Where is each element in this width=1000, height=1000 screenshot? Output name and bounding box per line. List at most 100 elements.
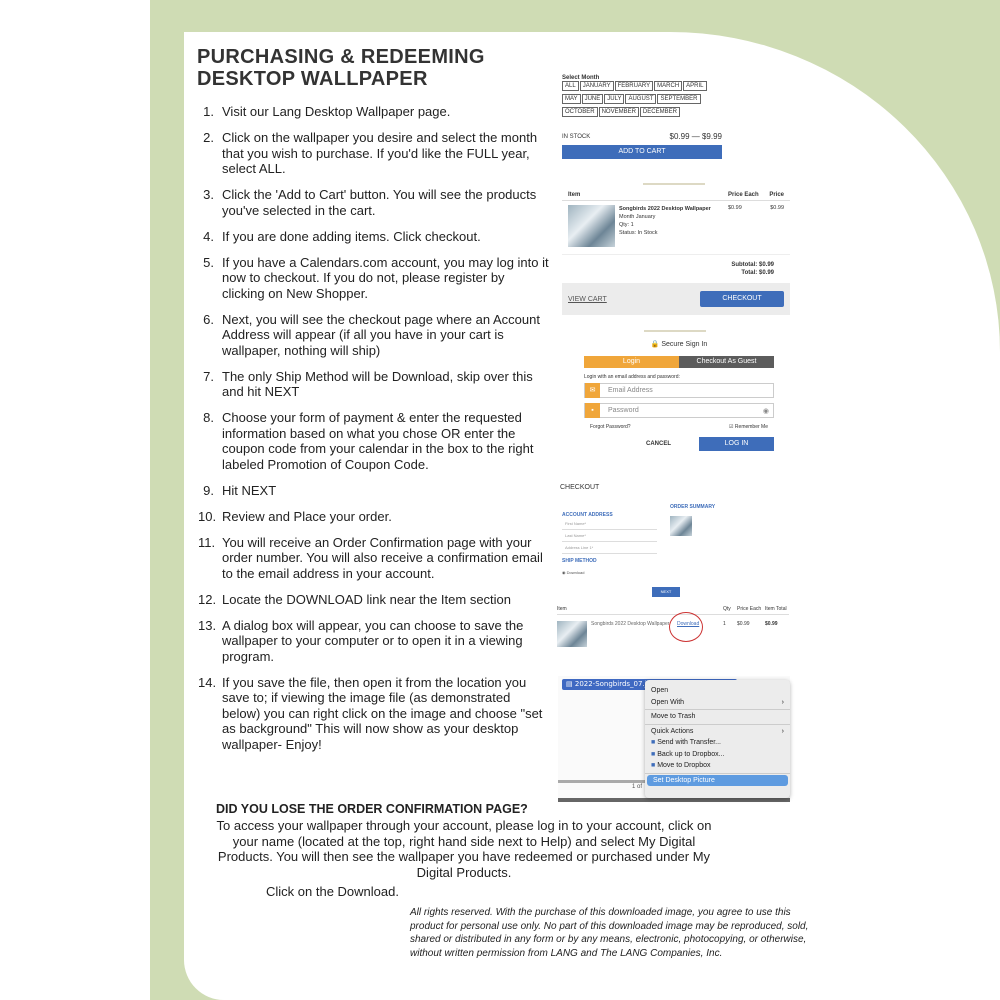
subtotal-label: Subtotal:: [731, 262, 758, 268]
order-each: $0.99: [737, 621, 750, 627]
checkout-button[interactable]: CHECKOUT: [700, 291, 784, 307]
month-button[interactable]: NOVEMBER: [598, 107, 639, 117]
step-number: 4.: [203, 228, 214, 244]
col-item: Item: [568, 192, 581, 198]
view-cart-link[interactable]: VIEW CART: [568, 295, 607, 303]
last-name-field[interactable]: Last Name*: [562, 530, 657, 542]
menu-move-dropbox[interactable]: ■ Move to Dropbox: [645, 760, 790, 772]
step-number: 3.: [203, 187, 214, 202]
checkout-title: CHECKOUT: [560, 484, 600, 491]
step-text: Click on the wallpaper you desire and se…: [222, 130, 538, 176]
step-item: 2. Click on the wallpaper you desire and …: [198, 130, 550, 177]
month-button[interactable]: DECEMBER: [639, 107, 680, 117]
month-button[interactable]: SEPTEMBER: [657, 94, 701, 104]
download-option: Download: [566, 570, 585, 575]
wallpaper-thumbnail: [568, 205, 615, 247]
menu-label: Send with Transfer...: [657, 739, 721, 746]
remember-checkbox[interactable]: ☑: [729, 424, 734, 430]
item-month: Month January: [619, 214, 656, 220]
col-total: Item Total: [765, 606, 787, 612]
menu-backup-dropbox[interactable]: ■ Back up to Dropbox...: [645, 749, 790, 761]
order-thumbnail: [557, 621, 587, 647]
step-item: 5. If you have a Calendars.com account, y…: [198, 255, 550, 302]
step-number: 10.: [198, 508, 217, 524]
chevron-right-icon: ›: [781, 698, 784, 706]
col-item: Item: [557, 606, 567, 612]
file-name: 2022-Songbirds_07.jpg: [574, 680, 656, 688]
step-item: 9. Hit NEXT: [198, 483, 550, 499]
step-item: 14. If you save the file, then open it fr…: [198, 675, 550, 753]
next-button[interactable]: NEXT: [652, 587, 680, 597]
eye-icon[interactable]: ◉: [762, 407, 769, 415]
legal-notice: All rights reserved. With the purchase o…: [410, 907, 809, 959]
step-number: 13.: [198, 617, 217, 633]
step-item: 7. The only Ship Method will be Download,…: [198, 369, 550, 400]
password-placeholder: Password: [608, 407, 639, 414]
cancel-button[interactable]: CANCEL: [646, 441, 671, 447]
step-text: You will receive an Order Confirmation p…: [222, 534, 543, 581]
click-download: Click on the Download.: [266, 884, 399, 899]
step-item: 4. If you are done adding items. Click ch…: [198, 229, 550, 245]
email-field[interactable]: ✉ Email Address: [584, 383, 774, 398]
page: [184, 32, 1000, 1000]
step-number: 8.: [203, 410, 214, 425]
step-number: 12.: [198, 591, 217, 607]
month-button[interactable]: FEBRUARY: [614, 81, 654, 91]
steps-list: 1. Visit our Lang Desktop Wallpaper page.…: [198, 104, 550, 763]
menu-open[interactable]: Open: [651, 687, 669, 694]
order-qty: 1: [723, 621, 726, 627]
step-number: 5.: [203, 254, 214, 270]
tab-guest[interactable]: Checkout As Guest: [679, 356, 774, 368]
password-field[interactable]: ▪ Password ◉: [584, 403, 774, 418]
step-text: Review and Place your order.: [222, 508, 392, 524]
scrollbar: [558, 798, 790, 802]
price-range: $0.99 — $9.99: [669, 132, 722, 141]
separator: [645, 772, 790, 774]
menu-label: Back up to Dropbox...: [657, 750, 725, 758]
step-item: 1. Visit our Lang Desktop Wallpaper page.: [198, 104, 550, 120]
menu-send-transfer[interactable]: ■ Send with Transfer...: [645, 737, 790, 749]
col-qty: Qty: [723, 606, 731, 612]
tab-login[interactable]: Login: [584, 356, 679, 368]
chevron-right-icon: ›: [781, 727, 784, 735]
first-name-field[interactable]: First Name*: [562, 518, 657, 530]
month-button[interactable]: MAY: [562, 94, 581, 104]
month-button[interactable]: JANUARY: [579, 81, 614, 91]
summary-thumbnail: [670, 516, 692, 536]
forgot-password-link[interactable]: Forgot Password?: [590, 424, 631, 430]
total: $0.99: [758, 270, 774, 276]
month-button[interactable]: ALL: [562, 81, 579, 91]
menu-quick-actions[interactable]: Quick Actions ›: [645, 726, 790, 738]
title-line: PURCHASING & REDEEMING: [197, 46, 485, 68]
download-link[interactable]: Download: [669, 612, 723, 655]
step-item: 10. Review and Place your order.: [198, 509, 550, 525]
month-button[interactable]: AUGUST: [625, 94, 657, 104]
add-to-cart-button[interactable]: ADD TO CART: [562, 145, 722, 159]
item-price: $0.99: [770, 205, 784, 211]
month-buttons: ALL JANUARY FEBRUARY MARCH APRIL MAY JUNE JULY A…: [562, 81, 722, 120]
divider: [643, 183, 705, 185]
address-field[interactable]: Address Line 1*: [562, 542, 657, 554]
stock-status: IN STOCK: [562, 133, 591, 140]
month-button[interactable]: MARCH: [654, 81, 683, 91]
ship-method-heading: SHIP METHOD: [562, 558, 597, 564]
month-button[interactable]: JULY: [604, 94, 625, 104]
envelope-icon: ✉: [585, 383, 600, 398]
item-name[interactable]: Songbirds 2022 Desktop Wallpaper: [619, 206, 711, 212]
step-item: 6. Next, you will see the checkout page w…: [198, 312, 550, 359]
radio-icon[interactable]: ◉: [562, 570, 566, 575]
step-number: 11.: [198, 534, 216, 550]
month-button[interactable]: JUNE: [581, 94, 604, 104]
signin-heading: Secure Sign In: [661, 341, 708, 348]
page-title: PURCHASING & REDEEMING DESKTOP WALLPAPER: [197, 46, 485, 90]
dropbox-icon: ■: [651, 762, 656, 769]
menu-move-to-trash[interactable]: Move to Trash: [651, 713, 696, 720]
month-button[interactable]: OCTOBER: [562, 107, 598, 117]
step-number: 14.: [198, 674, 217, 690]
select-month-label: Select Month: [562, 75, 600, 81]
menu-set-desktop-picture[interactable]: Set Desktop Picture: [647, 774, 788, 786]
login-button[interactable]: LOG IN: [699, 437, 774, 451]
step-number: 6.: [203, 311, 214, 327]
month-button[interactable]: APRIL: [683, 81, 707, 91]
menu-open-with[interactable]: Open With ›: [645, 697, 790, 709]
